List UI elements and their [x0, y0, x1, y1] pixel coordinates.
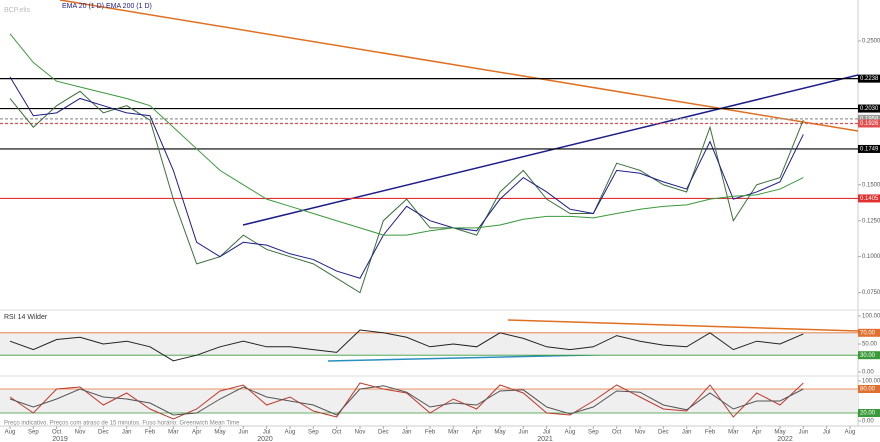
level-label-box — [858, 351, 880, 360]
year-label: 2021 — [537, 436, 553, 442]
series-line — [9, 382, 804, 420]
month-label: May — [214, 430, 225, 436]
month-label: Nov — [355, 430, 366, 436]
month-label: Nov — [635, 430, 646, 436]
level-label: 30.00 — [860, 353, 876, 359]
y-tick-label: 0.00 — [862, 370, 874, 376]
level-label: 20.00 — [860, 411, 876, 417]
month-label: Feb — [425, 430, 436, 436]
year-label: 2022 — [777, 436, 793, 442]
month-label: Oct — [332, 430, 342, 436]
month-label: Nov — [75, 430, 86, 436]
y-tick-label: 100.00 — [862, 379, 880, 385]
month-label: Sep — [308, 430, 319, 436]
month-label: Jul — [543, 430, 551, 436]
level-band — [0, 332, 858, 356]
month-label: Jan — [402, 430, 412, 436]
level-label: 0.2030 — [860, 106, 879, 112]
y-tick-label: 0.1250 — [862, 218, 880, 224]
y-tick-label: 0.1000 — [862, 254, 880, 260]
level-label-box — [858, 409, 880, 417]
y-tick-label: 0.00 — [862, 419, 874, 425]
year-label: 2020 — [257, 436, 273, 442]
year-label: 2019 — [52, 436, 68, 442]
y-tick-label: 100.00 — [862, 314, 880, 320]
month-label: Sep — [28, 430, 39, 436]
y-tick-label: 0.2500 — [862, 39, 880, 45]
level-label-box — [858, 194, 880, 203]
level-label-box — [858, 144, 880, 153]
month-label: Sep — [588, 430, 599, 436]
month-label: Aug — [285, 430, 296, 436]
indicator-legend: EMA 20 (1 D) EMA 200 (1 D) — [62, 3, 152, 10]
level-label-box — [858, 74, 880, 83]
level-label-box — [858, 114, 880, 123]
month-label: Oct — [52, 430, 62, 436]
level-label: 70.00 — [860, 330, 876, 336]
month-label: Jun — [798, 430, 808, 436]
month-label: Dec — [378, 430, 389, 436]
y-tick-label: 0.0750 — [862, 290, 880, 296]
month-label: May — [774, 430, 785, 436]
level-label-box — [858, 385, 880, 393]
level-label: 0.1958 — [860, 116, 879, 122]
y-tick-label: 50.00 — [862, 342, 878, 348]
footer-note: Preço indicativo. Preços com atraso de 1… — [4, 421, 240, 427]
month-label: Mar — [448, 430, 458, 436]
month-label: Jun — [238, 430, 248, 436]
month-label: Aug — [565, 430, 576, 436]
trend-line — [59, 0, 859, 132]
level-label: 0.2238 — [860, 76, 879, 82]
month-label: Apr — [752, 430, 761, 436]
level-label: 0.1926 — [860, 121, 879, 127]
level-label: 0.1749 — [860, 147, 879, 153]
month-label: Jul — [263, 430, 271, 436]
rsi-trend-line — [507, 319, 859, 332]
level-band — [0, 389, 858, 413]
month-label: Aug — [5, 430, 16, 436]
y-tick-label: 0.1500 — [862, 182, 880, 188]
month-label: Jul — [823, 430, 831, 436]
month-label: Jun — [518, 430, 528, 436]
series-line — [9, 385, 804, 416]
level-label-box — [858, 119, 880, 128]
month-label: Mar — [728, 430, 738, 436]
month-label: Aug — [845, 430, 856, 436]
month-label: Jan — [122, 430, 132, 436]
month-label: May — [494, 430, 505, 436]
month-label: Apr — [472, 430, 481, 436]
level-label: 80.00 — [860, 387, 876, 393]
series-line — [9, 76, 804, 279]
series-line — [9, 33, 804, 236]
level-label-box — [858, 328, 880, 337]
month-label: Dec — [658, 430, 669, 436]
month-label: Dec — [98, 430, 109, 436]
month-label: Oct — [612, 430, 622, 436]
month-label: Feb — [705, 430, 716, 436]
month-label: Mar — [168, 430, 178, 436]
level-label: 0.1405 — [860, 196, 879, 202]
month-label: Jan — [682, 430, 692, 436]
level-label-box — [858, 104, 880, 113]
series-line — [9, 329, 804, 362]
trend-line — [242, 74, 859, 226]
month-label: Apr — [192, 430, 201, 436]
month-label: Feb — [145, 430, 156, 436]
instrument-label: BCP.elis — [4, 7, 30, 14]
rsi-title: RSI 14 Wilder — [4, 314, 48, 321]
